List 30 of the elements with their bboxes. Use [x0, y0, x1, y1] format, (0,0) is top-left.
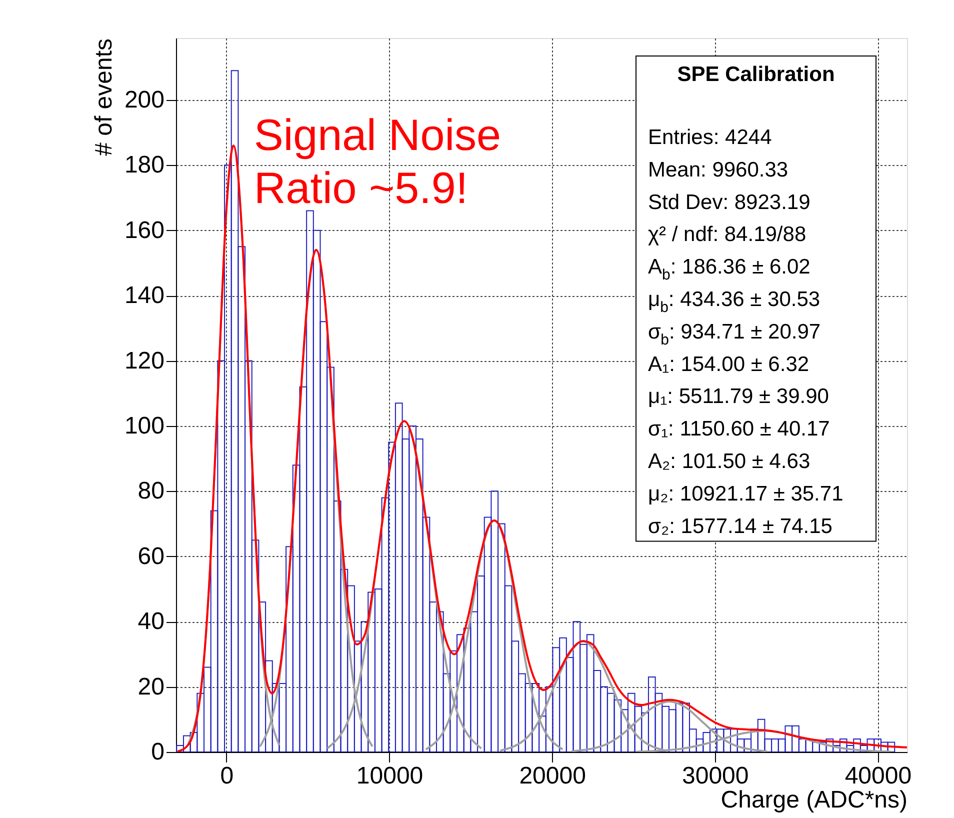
y-tick-label: 60 [138, 542, 164, 570]
x-tick-label: 0 [220, 762, 234, 790]
annotation: A₁: 154.00 ± 6.32 [648, 352, 810, 376]
x-tick-label: 40000 [844, 762, 912, 790]
text: SPE Calibration [677, 63, 835, 86]
y-tick-label: 140 [124, 282, 164, 310]
y-tick-label: 160 [124, 216, 164, 244]
x-axis-title: Charge (ADC*ns) [720, 786, 908, 814]
annotation: Std Dev: 8923.19 [648, 190, 810, 214]
annotation: σ₂: 1577.14 ± 74.15 [648, 514, 832, 538]
y-tick-label: 20 [138, 673, 164, 700]
annotation: Mean: 9960.33 [648, 158, 788, 182]
annotation: σ₁: 1150.60 ± 40.17 [648, 418, 830, 441]
x-tick-label: 20000 [519, 762, 586, 790]
annotation: μ₂: 10921.17 ± 35.71 [648, 482, 844, 506]
y-tick-label: 40 [138, 608, 164, 636]
y-tick-label: 120 [124, 347, 164, 374]
x-tick-label: 10000 [356, 762, 424, 790]
y-tick-label: 200 [124, 86, 164, 114]
annotation: μ₁: 5511.79 ± 39.90 [648, 385, 829, 408]
annotation: Entries: 4244 [648, 126, 772, 149]
annotation: A₂: 101.50 ± 4.63 [648, 450, 810, 473]
y-tick-label: 80 [138, 478, 164, 505]
y-tick-label: 180 [124, 152, 164, 179]
y-tick-label: 100 [124, 412, 164, 440]
annotation: χ² / ndf: 84.19/88 [648, 223, 806, 246]
y-axis-title: # of events [90, 38, 118, 156]
x-tick-label: 30000 [682, 762, 749, 790]
y-tick-label: 0 [151, 738, 164, 766]
annotation: Signal Noise Ratio ~5.9! [254, 111, 502, 213]
